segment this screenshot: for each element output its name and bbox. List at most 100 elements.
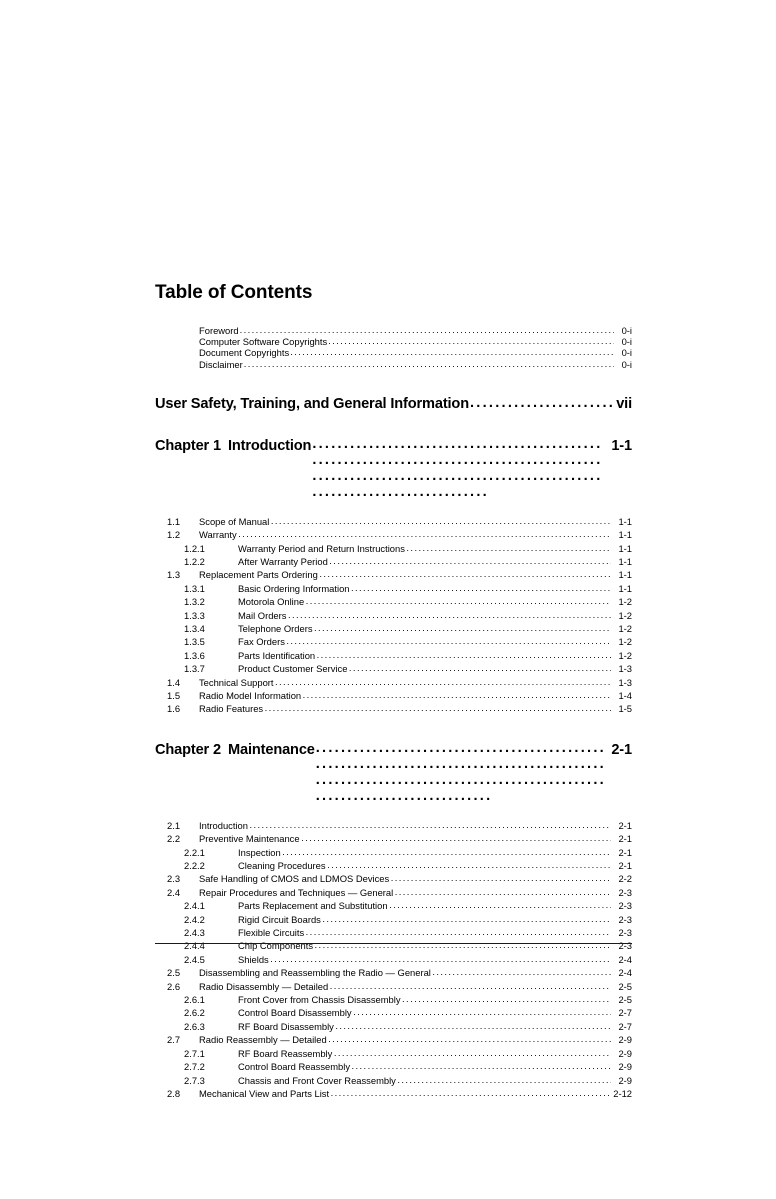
toc-entry-page: 1-1 xyxy=(618,582,632,594)
toc-entry-page: 2-7 xyxy=(618,1020,632,1032)
toc-entry-section[interactable]: 1.3.1 Basic Ordering Information 1-1 xyxy=(155,582,632,595)
toc-entry-page: 0-i xyxy=(621,358,632,370)
section-number: 2.4.5 xyxy=(184,953,205,965)
section-title: Product Customer Service xyxy=(238,663,348,675)
leader-dots xyxy=(349,661,611,674)
toc-entry-chapter[interactable]: Chapter 1 Introduction 1-1 xyxy=(155,438,632,502)
toc-entry-page: 0-i xyxy=(621,336,632,348)
toc-entry-section[interactable]: 2.3 Safe Handling of CMOS and LDMOS Devic… xyxy=(155,872,632,885)
chapter-number: Chapter 1 xyxy=(155,437,221,454)
toc-entry-page: 2-3 xyxy=(618,900,632,912)
toc-entry-section[interactable]: 2.4.2 Rigid Circuit Boards 2-3 xyxy=(155,913,632,926)
leader-dots xyxy=(306,594,611,607)
toc-entry-section[interactable]: 2.6 Radio Disassembly — Detailed 2-5 xyxy=(155,980,632,993)
page-title: Table of Contents xyxy=(155,282,313,303)
toc-entry-section[interactable]: 2.7.3 Chassis and Front Cover Reassembly 2… xyxy=(155,1074,632,1087)
toc-entry-section[interactable]: 2.2.1 Inspection 2-1 xyxy=(155,846,632,859)
toc-entry-section[interactable]: 1.3.3 Mail Orders 1-2 xyxy=(155,609,632,622)
toc-entry-front-matter[interactable]: Foreword 0-i xyxy=(199,325,632,336)
section-title: Radio Features xyxy=(199,703,264,715)
toc-entry-section[interactable]: 1.1 Scope of Manual 1-1 xyxy=(155,515,632,528)
toc-entry-section[interactable]: 2.4.3 Flexible Circuits 2-3 xyxy=(155,926,632,939)
toc-entry-page: 1-2 xyxy=(618,622,632,634)
toc-entry-section[interactable]: 1.3.6 Parts Identification 1-2 xyxy=(155,649,632,662)
section-number: 2.5 xyxy=(167,967,181,979)
toc-entry-section[interactable]: 1.3.2 Motorola Online 1-2 xyxy=(155,595,632,608)
leader-dots xyxy=(391,871,611,884)
section-list: 2.1 Introduction 2-1 2.2 Preventive Maintena… xyxy=(155,819,632,1101)
toc-entry-page: 1-1 xyxy=(618,555,632,567)
toc-entry-section[interactable]: 1.3 Replacement Parts Ordering 1-1 xyxy=(155,568,632,581)
section-number: 2.8 xyxy=(167,1087,181,1099)
leader-dots xyxy=(316,740,605,804)
toc-entry-section[interactable]: 2.6.3 RF Board Disassembly 2-7 xyxy=(155,1020,632,1033)
toc-entry-page: 2-2 xyxy=(618,873,632,885)
toc-entry-section[interactable]: 1.4 Technical Support 1-3 xyxy=(155,676,632,689)
toc-entry-page: 2-1 xyxy=(618,846,632,858)
toc-entry-label: Foreword xyxy=(199,324,239,336)
toc-entry-section[interactable]: 2.5 Disassembling and Reassembling the Ra… xyxy=(155,966,632,979)
section-title: Cleaning Procedures xyxy=(238,860,326,872)
section-number: 2.6.3 xyxy=(184,1020,205,1032)
section-title: Control Board Disassembly xyxy=(238,1007,352,1019)
leader-dots xyxy=(334,1046,611,1059)
section-number: 2.7.1 xyxy=(184,1047,205,1059)
toc-entry-user-safety[interactable]: User Safety, Training, and General Infor… xyxy=(155,396,632,412)
toc-entry-page: 1-2 xyxy=(618,636,632,648)
toc-entry-section[interactable]: 2.8 Mechanical View and Parts List 2-12 xyxy=(155,1087,632,1100)
toc-entry-section[interactable]: 2.2 Preventive Maintenance 2-1 xyxy=(155,832,632,845)
section-number: 1.6 xyxy=(167,703,181,715)
toc-entry-page: 2-4 xyxy=(618,953,632,965)
toc-entry-front-matter[interactable]: Document Copyrights 0-i xyxy=(199,347,632,358)
toc-entry-page: 2-9 xyxy=(618,1047,632,1059)
section-title: After Warranty Period xyxy=(238,555,328,567)
toc-entry-section[interactable]: 1.3.7 Product Customer Service 1-3 xyxy=(155,662,632,675)
section-number: 2.4.4 xyxy=(184,940,205,952)
toc-entry-section[interactable]: 2.4 Repair Procedures and Techniques — Ge… xyxy=(155,886,632,899)
toc-entry-front-matter[interactable]: Computer Software Copyrights 0-i xyxy=(199,336,632,347)
toc-entry-section[interactable]: 2.6.1 Front Cover from Chassis Disassembl… xyxy=(155,993,632,1006)
section-title: Chassis and Front Cover Reassembly xyxy=(238,1074,396,1086)
toc-entry-section[interactable]: 2.2.2 Cleaning Procedures 2-1 xyxy=(155,859,632,872)
leader-dots xyxy=(432,965,610,978)
toc-entry-page: 1-1 xyxy=(618,569,632,581)
toc-entry-section[interactable]: 2.4.4 Chip Components 2-3 xyxy=(155,939,632,952)
leader-dots xyxy=(306,925,611,938)
toc-entry-section[interactable]: 2.4.5 Shields 2-4 xyxy=(155,953,632,966)
section-number: 2.4.1 xyxy=(184,900,205,912)
toc-entry-page: 2-3 xyxy=(618,913,632,925)
section-title: Replacement Parts Ordering xyxy=(199,569,318,581)
section-title: Introduction xyxy=(199,819,248,831)
toc-entry-section[interactable]: 2.7 Radio Reassembly — Detailed 2-9 xyxy=(155,1033,632,1046)
toc-entry-front-matter[interactable]: Disclaimer 0-i xyxy=(199,359,632,370)
toc-entry-page: 1-3 xyxy=(618,676,632,688)
leader-dots xyxy=(329,554,610,567)
section-title: Rigid Circuit Boards xyxy=(238,913,321,925)
toc-entry-section[interactable]: 2.7.1 RF Board Reassembly 2-9 xyxy=(155,1047,632,1060)
section-number: 2.1 xyxy=(167,819,181,831)
leader-dots xyxy=(303,688,611,701)
toc-entry-section[interactable]: 2.6.2 Control Board Disassembly 2-7 xyxy=(155,1006,632,1019)
toc-entry-section[interactable]: 1.3.4 Telephone Orders 1-2 xyxy=(155,622,632,635)
section-number: 2.3 xyxy=(167,873,181,885)
section-title: Warranty Period and Return Instructions xyxy=(238,542,405,554)
toc-entry-section[interactable]: 2.7.2 Control Board Reassembly 2-9 xyxy=(155,1060,632,1073)
toc-entry-section[interactable]: 1.3.5 Fax Orders 1-2 xyxy=(155,635,632,648)
toc-entry-page: 1-5 xyxy=(618,703,632,715)
leader-dots xyxy=(275,675,610,688)
toc-entry-label: User Safety, Training, and General Infor… xyxy=(155,395,469,412)
toc-entry-section[interactable]: 2.1 Introduction 2-1 xyxy=(155,819,632,832)
toc-entry-section[interactable]: 1.5 Radio Model Information 1-4 xyxy=(155,689,632,702)
toc-entry-page: vii xyxy=(616,395,632,412)
toc-entry-section[interactable]: 1.2 Warranty 1-1 xyxy=(155,528,632,541)
toc-entry-section[interactable]: 1.6 Radio Features 1-5 xyxy=(155,702,632,715)
toc-entry-section[interactable]: 1.2.1 Warranty Period and Return Instruct… xyxy=(155,542,632,555)
leader-dots xyxy=(335,1019,610,1032)
toc-entry-section[interactable]: 1.2.2 After Warranty Period 1-1 xyxy=(155,555,632,568)
section-number: 1.5 xyxy=(167,689,181,701)
toc-entry-chapter[interactable]: Chapter 2 Maintenance 2-1 xyxy=(155,742,632,806)
toc-entry-section[interactable]: 2.4.1 Parts Replacement and Substitution 2… xyxy=(155,899,632,912)
section-number: 1.3.7 xyxy=(184,663,205,675)
toc-entry-page: 2-3 xyxy=(618,927,632,939)
